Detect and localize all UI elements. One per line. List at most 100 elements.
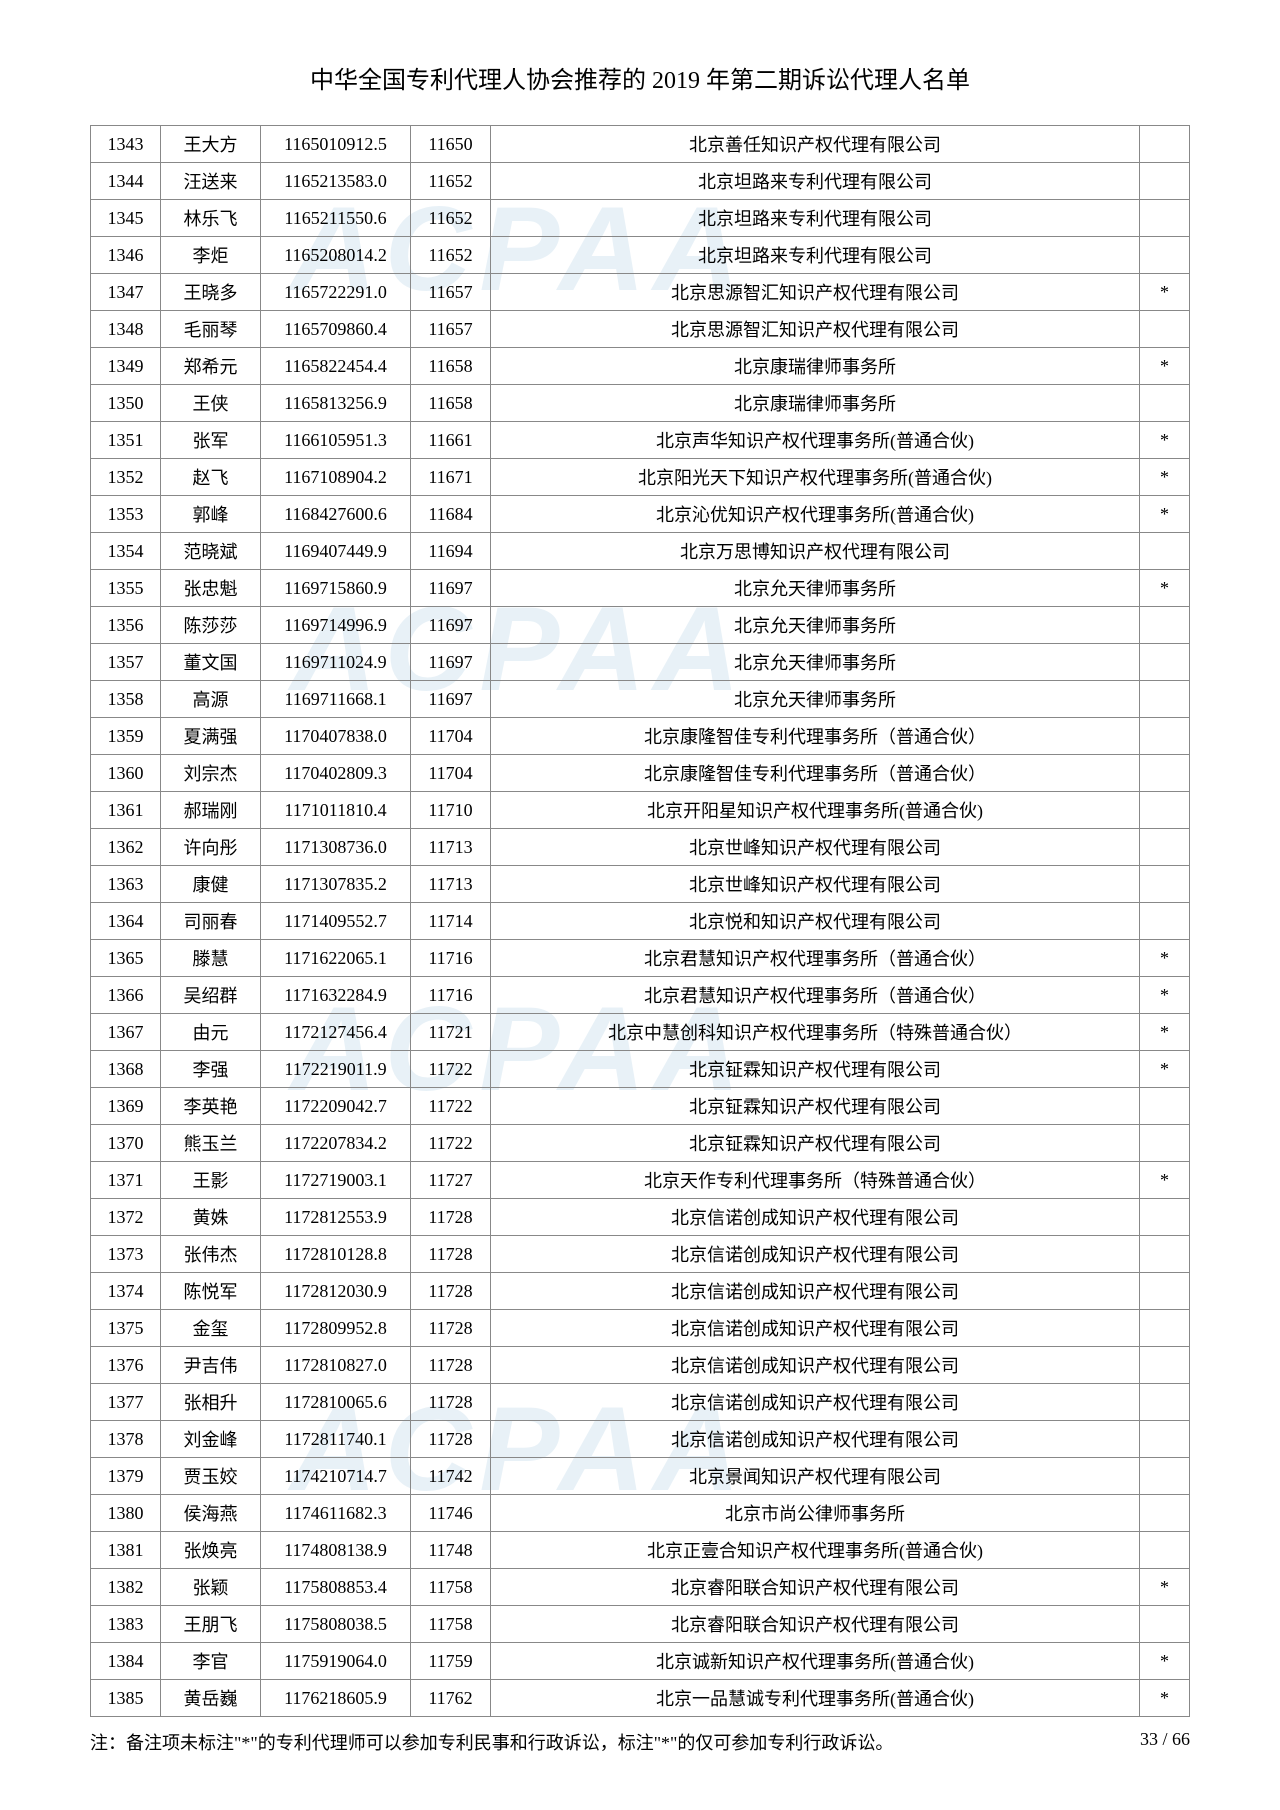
row-id: 1169714996.9 [261,607,411,644]
row-code: 11728 [411,1310,491,1347]
row-code: 11748 [411,1532,491,1569]
table-row: 1378刘金峰1172811740.111728北京信诺创成知识产权代理有限公司 [91,1421,1190,1458]
row-id: 1172810065.6 [261,1384,411,1421]
row-code: 11658 [411,348,491,385]
row-id: 1171308736.0 [261,829,411,866]
table-row: 1351张军1166105951.311661北京声华知识产权代理事务所(普通合… [91,422,1190,459]
row-index: 1352 [91,459,161,496]
row-index: 1370 [91,1125,161,1162]
row-org: 北京善任知识产权代理有限公司 [491,126,1140,163]
row-id: 1172127456.4 [261,1014,411,1051]
row-star: * [1140,274,1190,311]
table-row: 1374陈悦军1172812030.911728北京信诺创成知识产权代理有限公司 [91,1273,1190,1310]
row-id: 1174808138.9 [261,1532,411,1569]
row-id: 1169407449.9 [261,533,411,570]
row-name: 刘宗杰 [161,755,261,792]
row-org: 北京钲霖知识产权代理有限公司 [491,1125,1140,1162]
row-star: * [1140,1569,1190,1606]
row-id: 1172207834.2 [261,1125,411,1162]
row-index: 1366 [91,977,161,1014]
row-name: 夏满强 [161,718,261,755]
row-org: 北京天作专利代理事务所（特殊普通合伙） [491,1162,1140,1199]
row-star: * [1140,422,1190,459]
row-index: 1372 [91,1199,161,1236]
table-row: 1368李强1172219011.911722北京钲霖知识产权代理有限公司* [91,1051,1190,1088]
row-org: 北京世峰知识产权代理有限公司 [491,829,1140,866]
row-name: 熊玉兰 [161,1125,261,1162]
row-index: 1369 [91,1088,161,1125]
table-row: 1366吴绍群1171632284.911716北京君慧知识产权代理事务所（普通… [91,977,1190,1014]
row-name: 王朋飞 [161,1606,261,1643]
row-org: 北京信诺创成知识产权代理有限公司 [491,1384,1140,1421]
row-star: * [1140,570,1190,607]
row-star [1140,1273,1190,1310]
row-name: 司丽春 [161,903,261,940]
row-id: 1172809952.8 [261,1310,411,1347]
table-row: 1347王晓多1165722291.011657北京思源智汇知识产权代理有限公司… [91,274,1190,311]
row-code: 11728 [411,1384,491,1421]
table-row: 1359夏满强1170407838.011704北京康隆智佳专利代理事务所（普通… [91,718,1190,755]
row-code: 11713 [411,829,491,866]
footer-note: 注：备注项未标注"*"的专利代理师可以参加专利民事和行政诉讼，标注"*"的仅可参… [90,1729,1190,1755]
row-star [1140,1088,1190,1125]
row-code: 11758 [411,1606,491,1643]
agents-table: 1343王大方1165010912.511650北京善任知识产权代理有限公司13… [90,125,1190,1717]
row-name: 王晓多 [161,274,261,311]
row-code: 11728 [411,1236,491,1273]
row-star [1140,718,1190,755]
row-org: 北京中慧创科知识产权代理事务所（特殊普通合伙） [491,1014,1140,1051]
row-code: 11657 [411,311,491,348]
row-id: 1166105951.3 [261,422,411,459]
row-star [1140,1458,1190,1495]
table-row: 1370熊玉兰1172207834.211722北京钲霖知识产权代理有限公司 [91,1125,1190,1162]
row-id: 1176218605.9 [261,1680,411,1717]
row-org: 北京允天律师事务所 [491,681,1140,718]
row-star [1140,1199,1190,1236]
table-row: 1382张颖1175808853.411758北京睿阳联合知识产权代理有限公司* [91,1569,1190,1606]
table-row: 1349郑希元1165822454.411658北京康瑞律师事务所* [91,348,1190,385]
row-name: 林乐飞 [161,200,261,237]
row-code: 11704 [411,755,491,792]
row-id: 1175808853.4 [261,1569,411,1606]
row-star: * [1140,496,1190,533]
row-star: * [1140,940,1190,977]
row-star [1140,200,1190,237]
row-star [1140,1421,1190,1458]
row-name: 由元 [161,1014,261,1051]
row-star: * [1140,459,1190,496]
row-name: 黄姝 [161,1199,261,1236]
row-org: 北京思源智汇知识产权代理有限公司 [491,274,1140,311]
row-id: 1174611682.3 [261,1495,411,1532]
row-name: 赵飞 [161,459,261,496]
table-row: 1352赵飞1167108904.211671北京阳光天下知识产权代理事务所(普… [91,459,1190,496]
row-id: 1171307835.2 [261,866,411,903]
row-org: 北京悦和知识产权代理有限公司 [491,903,1140,940]
row-id: 1169715860.9 [261,570,411,607]
row-org: 北京坦路来专利代理有限公司 [491,200,1140,237]
row-name: 范晓斌 [161,533,261,570]
row-org: 北京君慧知识产权代理事务所（普通合伙） [491,977,1140,1014]
table-row: 1357董文国1169711024.911697北京允天律师事务所 [91,644,1190,681]
row-star [1140,829,1190,866]
row-star: * [1140,1014,1190,1051]
row-org: 北京君慧知识产权代理事务所（普通合伙） [491,940,1140,977]
page-number: 33 / 66 [1140,1729,1190,1750]
row-name: 李官 [161,1643,261,1680]
row-index: 1355 [91,570,161,607]
row-index: 1360 [91,755,161,792]
row-name: 张忠魁 [161,570,261,607]
row-code: 11742 [411,1458,491,1495]
row-code: 11714 [411,903,491,940]
row-id: 1172810128.8 [261,1236,411,1273]
row-id: 1172209042.7 [261,1088,411,1125]
row-star [1140,163,1190,200]
row-star [1140,903,1190,940]
row-index: 1380 [91,1495,161,1532]
row-org: 北京钲霖知识产权代理有限公司 [491,1088,1140,1125]
row-star [1140,311,1190,348]
row-code: 11684 [411,496,491,533]
row-org: 北京信诺创成知识产权代理有限公司 [491,1310,1140,1347]
row-code: 11697 [411,570,491,607]
row-id: 1165208014.2 [261,237,411,274]
row-code: 11758 [411,1569,491,1606]
